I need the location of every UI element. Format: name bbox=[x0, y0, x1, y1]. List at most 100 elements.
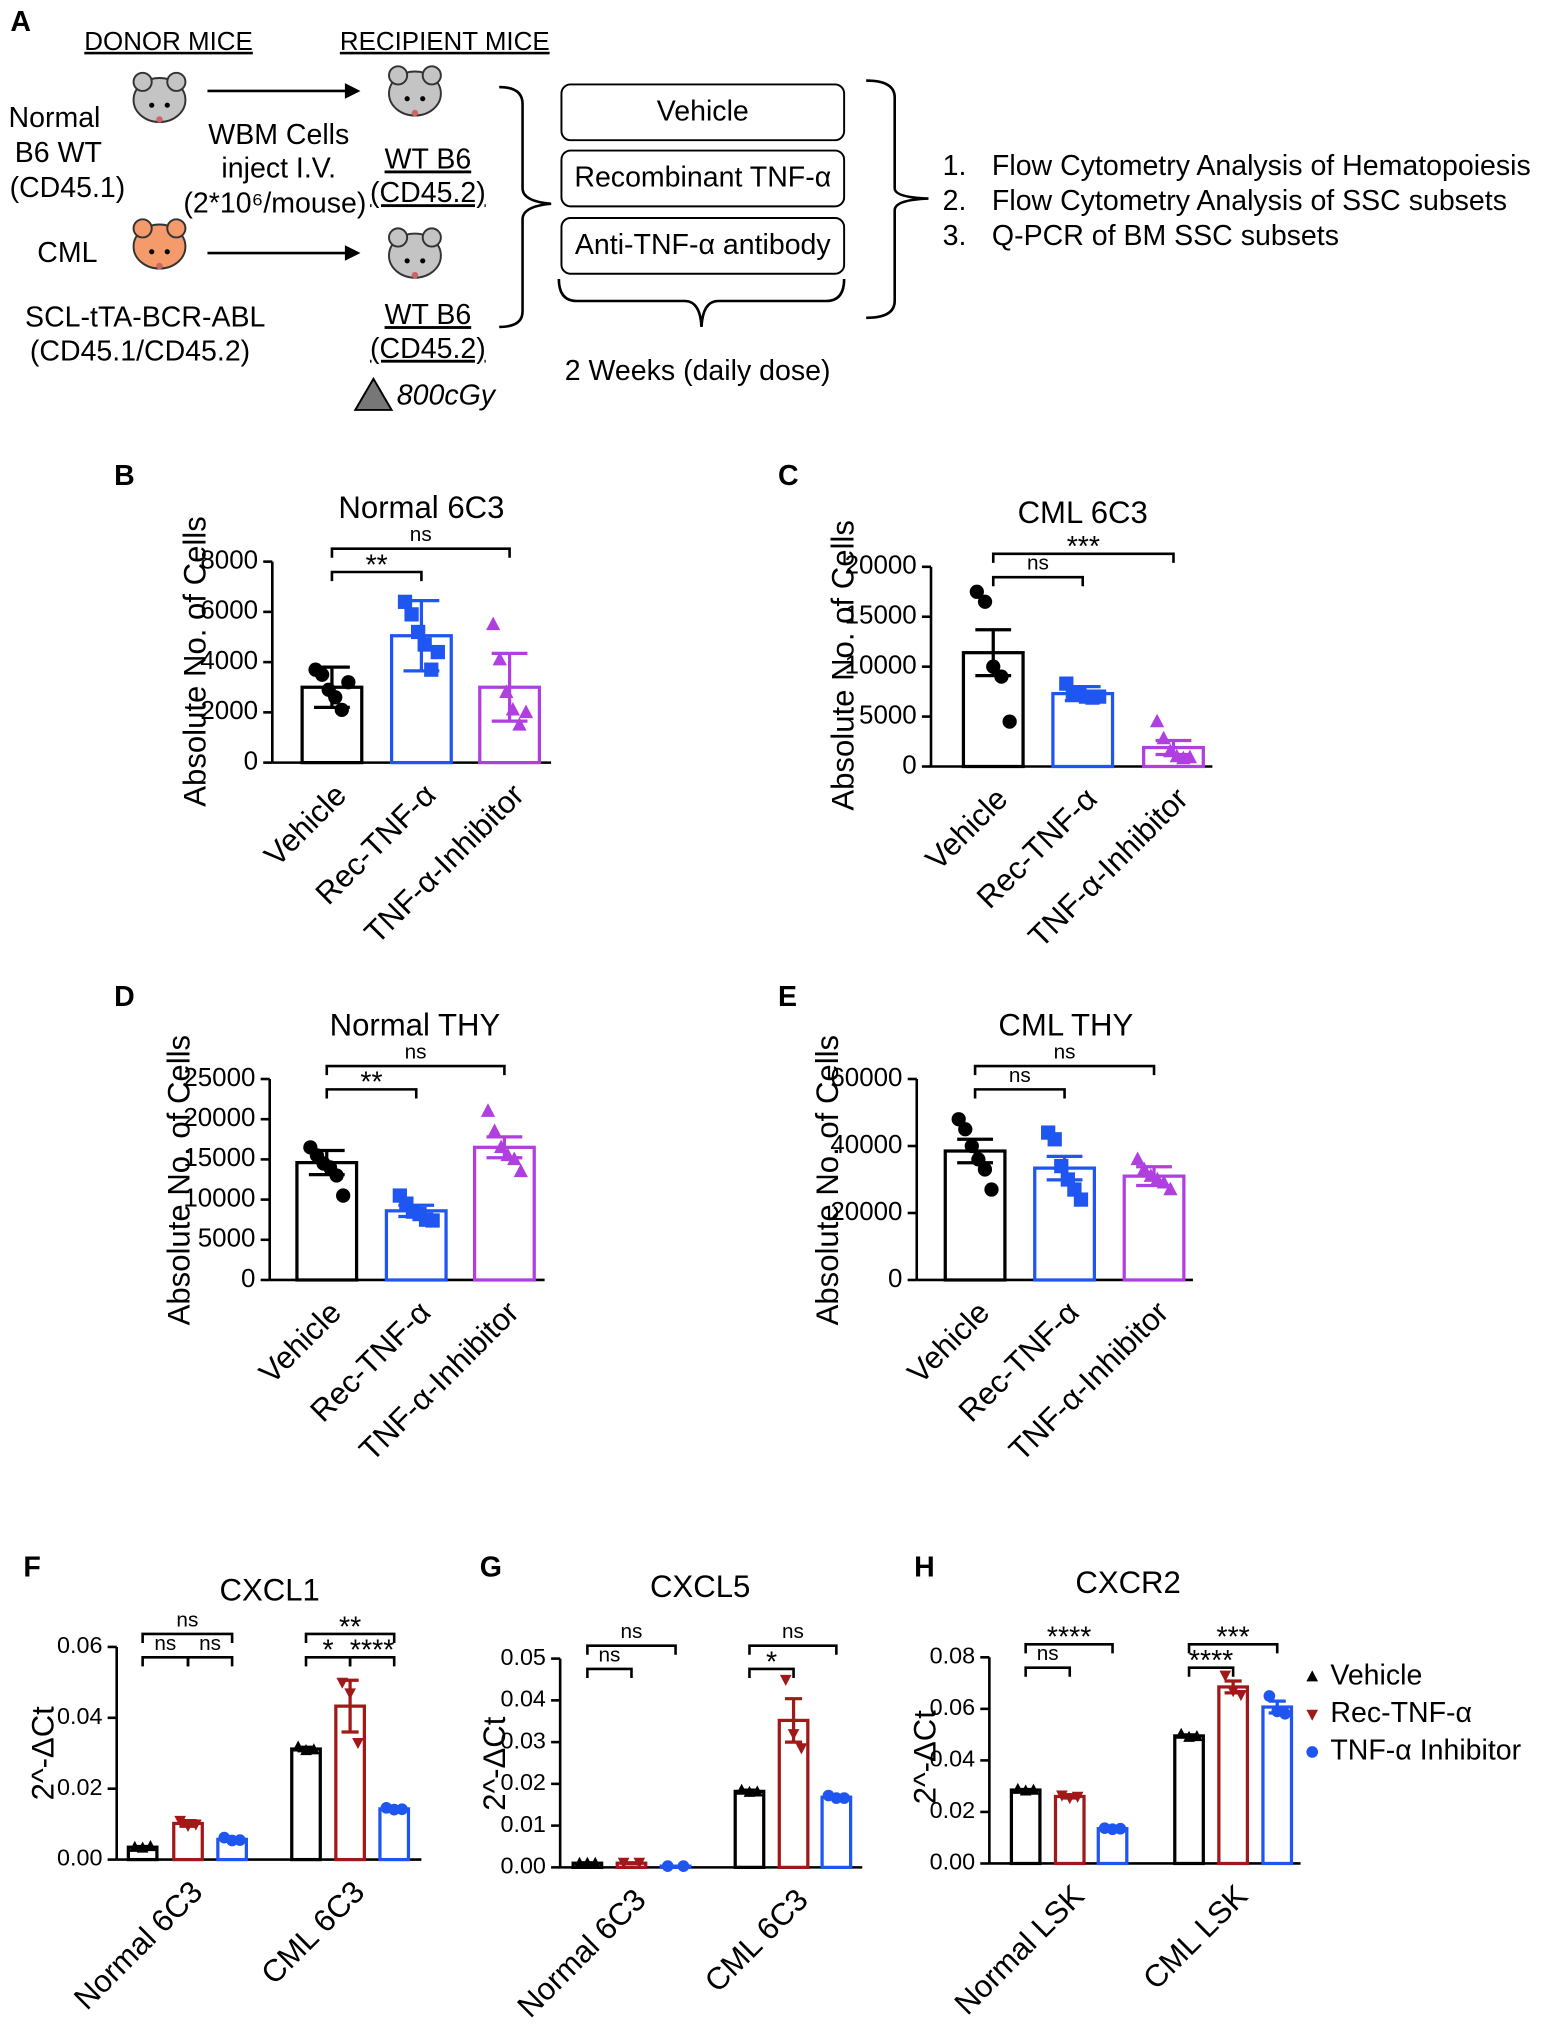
y-tick-label: 0.08 bbox=[930, 1642, 975, 1668]
y-tick-label: 15000 bbox=[183, 1144, 255, 1172]
significance-bracket bbox=[586, 1667, 633, 1679]
data-point bbox=[341, 675, 356, 690]
y-tick-label: 0.05 bbox=[500, 1644, 545, 1670]
data-point bbox=[336, 1188, 351, 1203]
error-bar bbox=[1061, 1793, 1079, 1800]
error-bar bbox=[314, 665, 350, 709]
error-bar bbox=[1155, 738, 1192, 757]
panel-a: A DONOR MICE RECIPIENT MICE Normal B6 WT… bbox=[9, 6, 1531, 411]
data-point bbox=[1002, 714, 1017, 729]
y-tick-label: 0 bbox=[902, 751, 916, 779]
data-point bbox=[513, 1163, 528, 1178]
data-point bbox=[977, 1162, 993, 1177]
mouse-ear bbox=[166, 71, 187, 92]
significance-label: **** bbox=[350, 1635, 394, 1667]
error-bar bbox=[740, 1788, 759, 1795]
significance-label: * bbox=[766, 1646, 777, 1678]
bar bbox=[472, 1145, 536, 1282]
chart-title: CML 6C3 bbox=[1018, 495, 1148, 530]
bar bbox=[820, 1795, 853, 1869]
mouse-icon bbox=[132, 218, 187, 270]
mouse-eye bbox=[404, 258, 410, 264]
significance-bracket bbox=[1187, 1643, 1279, 1654]
significance-label: ns bbox=[1037, 1642, 1059, 1665]
x-tick-label: CML LSK bbox=[1136, 1878, 1254, 1996]
x-tick-label: Normal 6C3 bbox=[67, 1874, 209, 2016]
data-point bbox=[430, 644, 445, 660]
data-point bbox=[958, 1122, 973, 1137]
brace bbox=[557, 278, 846, 327]
data-point bbox=[486, 616, 501, 631]
significance-label: ns bbox=[154, 1632, 176, 1655]
significance-bracket bbox=[1187, 1666, 1235, 1677]
label: 2 Weeks (daily dose) bbox=[565, 355, 831, 387]
legend-label: TNF-α Inhibitor bbox=[1330, 1734, 1521, 1766]
y-tick-label: 20000 bbox=[845, 552, 917, 580]
significance-label: ns bbox=[1054, 1041, 1076, 1064]
mouse-eye bbox=[420, 258, 426, 264]
chart-title: CXCL5 bbox=[650, 1569, 750, 1604]
error-bar bbox=[957, 1137, 993, 1165]
data-point bbox=[779, 1674, 792, 1686]
label: inject I.V. bbox=[221, 153, 336, 185]
y-tick-label: 15000 bbox=[845, 602, 917, 630]
significance-bracket bbox=[991, 575, 1085, 587]
label: (CD45.1/CD45.2) bbox=[30, 335, 250, 367]
data-point bbox=[417, 637, 432, 652]
significance-label: ns bbox=[782, 1620, 804, 1643]
data-point bbox=[1156, 730, 1171, 745]
data-point bbox=[334, 702, 349, 717]
bracket bbox=[866, 79, 929, 320]
label: 800cGy bbox=[397, 379, 497, 411]
x-tick-label: CML 6C3 bbox=[698, 1882, 815, 1999]
significance-label: * bbox=[323, 1635, 334, 1667]
mouse-icon bbox=[388, 65, 442, 117]
y-axis-label: 2^-ΔCt bbox=[907, 1710, 942, 1805]
error-bar bbox=[385, 1806, 403, 1812]
chart-title: CXCL1 bbox=[220, 1573, 320, 1608]
y-axis-label: Absolute No. of Cells bbox=[810, 1035, 845, 1326]
label: SCL-tTA-BCR-ABL bbox=[25, 302, 265, 334]
y-tick-label: 10000 bbox=[183, 1184, 255, 1212]
bar bbox=[1261, 1705, 1294, 1866]
mouse-ear bbox=[166, 218, 187, 239]
list-number: 2. bbox=[943, 185, 967, 217]
y-tick-label: 0.02 bbox=[930, 1797, 975, 1823]
mouse-icon bbox=[132, 71, 187, 124]
y-tick-label: 20000 bbox=[183, 1104, 255, 1132]
y-tick-label: 0.04 bbox=[930, 1746, 975, 1772]
treatment-box bbox=[560, 217, 846, 275]
significance-bracket bbox=[330, 547, 511, 558]
y-tick-label: 0.02 bbox=[500, 1769, 545, 1795]
data-point bbox=[977, 594, 993, 609]
significance-label: *** bbox=[1216, 1622, 1249, 1654]
data-point bbox=[1054, 1158, 1069, 1174]
panel-letter: D bbox=[114, 981, 135, 1013]
significance-label: ** bbox=[366, 549, 388, 581]
legend-label: Rec-TNF-α bbox=[1330, 1697, 1472, 1729]
significance-bracket bbox=[141, 1656, 190, 1667]
data-point bbox=[1219, 1670, 1232, 1682]
data-point bbox=[1073, 1192, 1089, 1207]
significance-label: ns bbox=[199, 1632, 221, 1655]
y-tick-label: 8000 bbox=[200, 546, 258, 574]
significance-bracket bbox=[186, 1656, 234, 1667]
data-point bbox=[492, 651, 507, 666]
mouse-eye bbox=[149, 102, 155, 108]
x-tick-label: Normal 6C3 bbox=[511, 1882, 653, 2024]
error-bar bbox=[297, 1745, 315, 1753]
significance-bracket bbox=[1024, 1666, 1072, 1677]
error-bar bbox=[1180, 1733, 1198, 1739]
data-point bbox=[314, 667, 330, 682]
y-tick-label: 40000 bbox=[830, 1131, 902, 1159]
label: WBM Cells bbox=[208, 119, 349, 151]
chart-title: CML THY bbox=[998, 1007, 1133, 1042]
bar bbox=[1173, 1734, 1205, 1866]
radiation-icon bbox=[353, 376, 394, 411]
list-number: 1. bbox=[943, 150, 967, 182]
y-tick-label: 0 bbox=[888, 1265, 902, 1293]
list-item: Flow Cytometry Analysis of Hematopoiesis bbox=[992, 150, 1531, 182]
significance-bracket bbox=[325, 1088, 418, 1099]
significance-bracket bbox=[1024, 1643, 1114, 1654]
significance-label: ns bbox=[176, 1608, 198, 1631]
